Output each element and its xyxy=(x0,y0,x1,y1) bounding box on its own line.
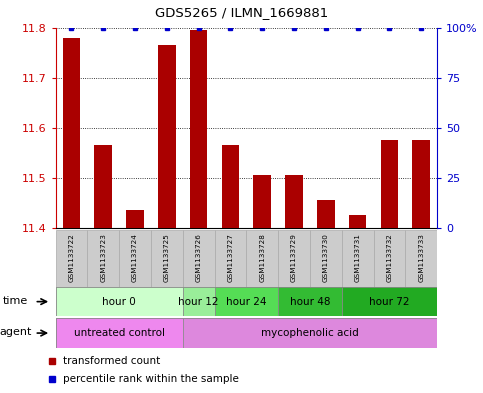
Bar xyxy=(183,318,437,348)
Bar xyxy=(381,140,398,228)
Text: GDS5265 / ILMN_1669881: GDS5265 / ILMN_1669881 xyxy=(155,6,328,19)
Bar xyxy=(278,230,310,287)
Text: GSM1133725: GSM1133725 xyxy=(164,233,170,282)
Bar xyxy=(246,230,278,287)
Text: transformed count: transformed count xyxy=(63,356,161,365)
Bar xyxy=(183,287,214,316)
Bar xyxy=(158,45,176,228)
Text: GSM1133722: GSM1133722 xyxy=(69,233,74,282)
Text: percentile rank within the sample: percentile rank within the sample xyxy=(63,374,240,384)
Bar xyxy=(63,38,80,228)
Text: agent: agent xyxy=(0,327,32,338)
Bar xyxy=(119,230,151,287)
Bar xyxy=(285,175,303,228)
Text: GSM1133730: GSM1133730 xyxy=(323,233,329,282)
Bar xyxy=(405,230,437,287)
Bar xyxy=(342,287,437,316)
Bar xyxy=(349,215,367,228)
Text: GSM1133724: GSM1133724 xyxy=(132,233,138,282)
Text: hour 0: hour 0 xyxy=(102,297,136,307)
Bar xyxy=(214,230,246,287)
Bar xyxy=(310,230,342,287)
Text: GSM1133731: GSM1133731 xyxy=(355,233,361,282)
Text: GSM1133733: GSM1133733 xyxy=(418,233,424,282)
Bar xyxy=(222,145,239,228)
Bar xyxy=(278,287,342,316)
Bar xyxy=(151,230,183,287)
Text: hour 24: hour 24 xyxy=(226,297,267,307)
Bar xyxy=(95,145,112,228)
Text: GSM1133728: GSM1133728 xyxy=(259,233,265,282)
Text: mycophenolic acid: mycophenolic acid xyxy=(261,328,359,338)
Bar xyxy=(56,318,183,348)
Bar xyxy=(317,200,335,228)
Text: hour 12: hour 12 xyxy=(178,297,219,307)
Text: untreated control: untreated control xyxy=(73,328,165,338)
Text: hour 48: hour 48 xyxy=(290,297,330,307)
Bar xyxy=(373,230,405,287)
Text: GSM1133727: GSM1133727 xyxy=(227,233,233,282)
Bar xyxy=(412,140,430,228)
Bar xyxy=(190,30,207,228)
Text: GSM1133723: GSM1133723 xyxy=(100,233,106,282)
Bar xyxy=(126,210,144,228)
Bar xyxy=(214,287,278,316)
Bar xyxy=(254,175,271,228)
Bar xyxy=(87,230,119,287)
Text: hour 72: hour 72 xyxy=(369,297,410,307)
Bar xyxy=(56,287,183,316)
Bar xyxy=(183,230,214,287)
Text: GSM1133732: GSM1133732 xyxy=(386,233,392,282)
Bar xyxy=(342,230,373,287)
Text: GSM1133729: GSM1133729 xyxy=(291,233,297,282)
Text: time: time xyxy=(3,296,28,306)
Bar xyxy=(56,230,87,287)
Text: GSM1133726: GSM1133726 xyxy=(196,233,201,282)
